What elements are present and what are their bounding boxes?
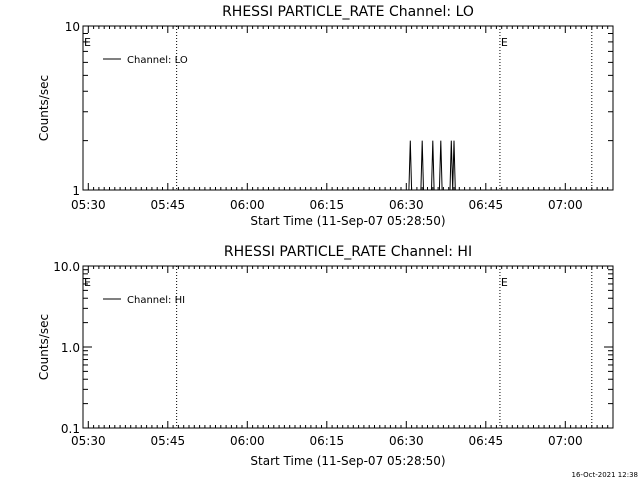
chart-title: RHESSI PARTICLE_RATE Channel: LO [222,4,474,20]
x-axis-label: Start Time (11-Sep-07 05:28:50) [250,454,445,468]
y-tick-label: 1 [72,184,80,198]
legend-entry: Channel: LO [127,55,188,66]
plot-frame [82,25,614,191]
x-tick-label: 06:45 [469,434,504,448]
y-tick-label: 1.0 [61,341,80,355]
event-marker-label: E [501,36,508,49]
x-tick-label: 06:00 [230,434,265,448]
x-tick-label: 05:30 [71,434,106,448]
render-timestamp: 16-Oct-2021 12:38 [571,471,638,479]
y-tick-label: 10.0 [53,260,80,274]
y-axis-label: Counts/sec [37,314,51,380]
event-marker-label: E [501,276,508,289]
x-tick-label: 07:00 [548,198,583,212]
x-tick-label: 06:15 [310,198,345,212]
plot-frame [82,265,614,429]
chart-title: RHESSI PARTICLE_RATE Channel: HI [224,244,472,260]
x-tick-label: 06:45 [469,198,504,212]
y-tick-label: 10 [65,20,80,34]
x-tick-label: 05:45 [151,198,186,212]
y-axis-label: Counts/sec [37,75,51,141]
x-tick-label: 06:00 [230,198,265,212]
series-line [408,140,456,191]
x-axis-label: Start Time (11-Sep-07 05:28:50) [250,214,445,228]
x-tick-label: 07:00 [548,434,583,448]
chart-panel-1: RHESSI PARTICLE_RATE Channel: LO 05:30 05:… [37,4,614,228]
event-marker-label: E [84,36,91,49]
x-tick-label: 05:45 [151,434,186,448]
y-tick-label: 0.1 [61,422,80,436]
x-tick-label: 06:15 [310,434,345,448]
event-marker-label: E [84,276,91,289]
x-tick-label: 06:30 [389,434,424,448]
chart-panel-2: RHESSI PARTICLE_RATE Channel: HI 05:30 05:… [37,244,614,468]
legend-entry: Channel: HI [127,295,185,306]
x-tick-label: 06:30 [389,198,424,212]
x-tick-label: 05:30 [71,198,106,212]
